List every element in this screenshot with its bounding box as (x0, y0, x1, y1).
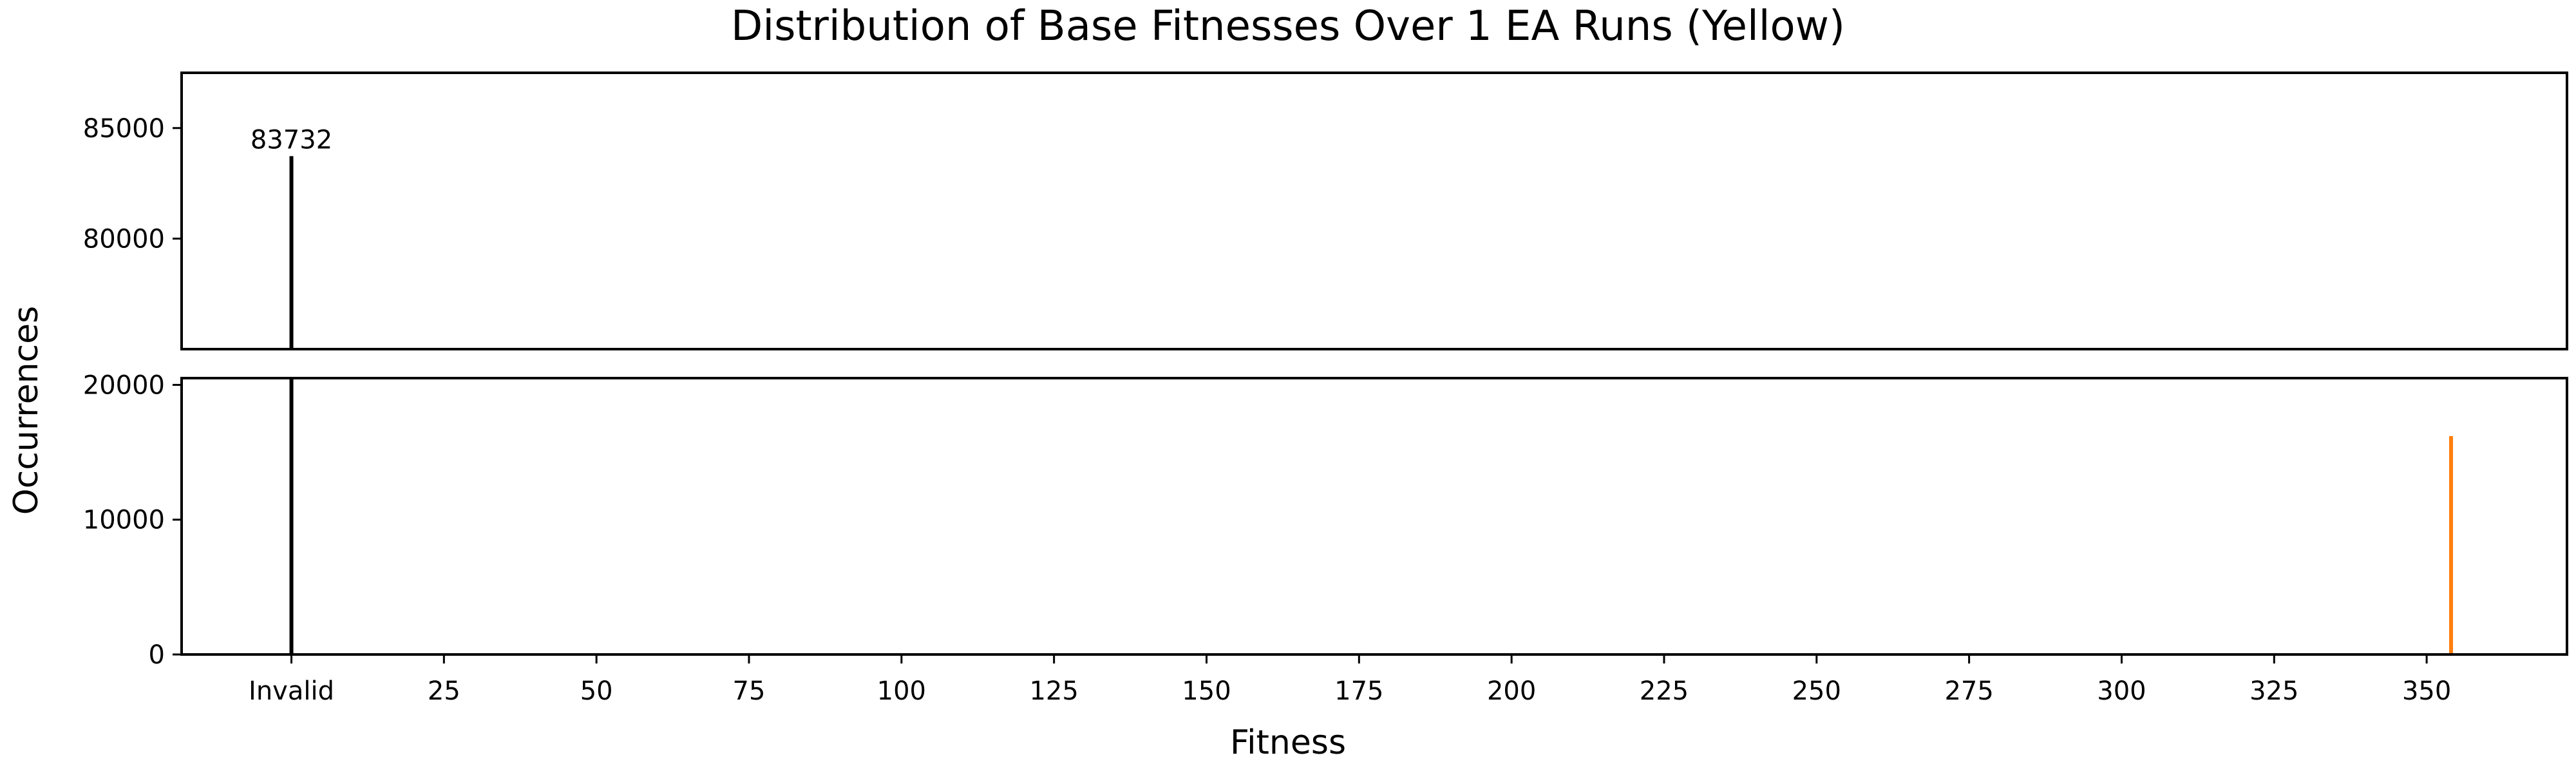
x-tick-label: 25 (428, 676, 460, 706)
upper-panel-y-tick-label: 80000 (83, 224, 165, 254)
x-tick-label: 200 (1487, 676, 1536, 706)
x-tick-label: 50 (580, 676, 613, 706)
x-tick-label: 100 (877, 676, 926, 706)
upper-panel-y-tick-label: 85000 (83, 114, 165, 144)
x-axis-title: Fitness (1230, 723, 1346, 762)
lower-panel-y-tick-label: 10000 (83, 506, 165, 535)
lower-panel-y-tick-label: 0 (149, 640, 165, 670)
lower-panel-bars (289, 378, 2454, 654)
x-tick-label: 175 (1334, 676, 1383, 706)
y-axis-title: Occurrences (7, 306, 46, 515)
upper-panel: 83732 80000 85000 (83, 72, 2568, 350)
bar-value-label: 83732 (251, 125, 332, 155)
chart-title: Distribution of Base Fitnesses Over 1 EA… (731, 3, 1845, 50)
x-tick-label: 325 (2249, 676, 2298, 706)
upper-panel-frame (180, 72, 2568, 350)
x-tick-label: 350 (2402, 676, 2451, 706)
x-tick-label: 300 (2097, 676, 2146, 706)
x-tick-label: 225 (1640, 676, 1689, 706)
lower-panel-frame (180, 377, 2568, 656)
lower-panel-y-tick-label: 20000 (83, 370, 165, 400)
x-tick-label: 250 (1792, 676, 1841, 706)
x-tick-label: Invalid (249, 676, 334, 706)
x-tick-label: 150 (1182, 676, 1231, 706)
x-tick-label: 75 (733, 676, 766, 706)
x-tick-label: 275 (1944, 676, 1993, 706)
lower-panel: 0 10000 20000 Invalid 25 50 75 100 125 150 175 200 2… (83, 370, 2568, 706)
x-tick-label: 125 (1029, 676, 1078, 706)
